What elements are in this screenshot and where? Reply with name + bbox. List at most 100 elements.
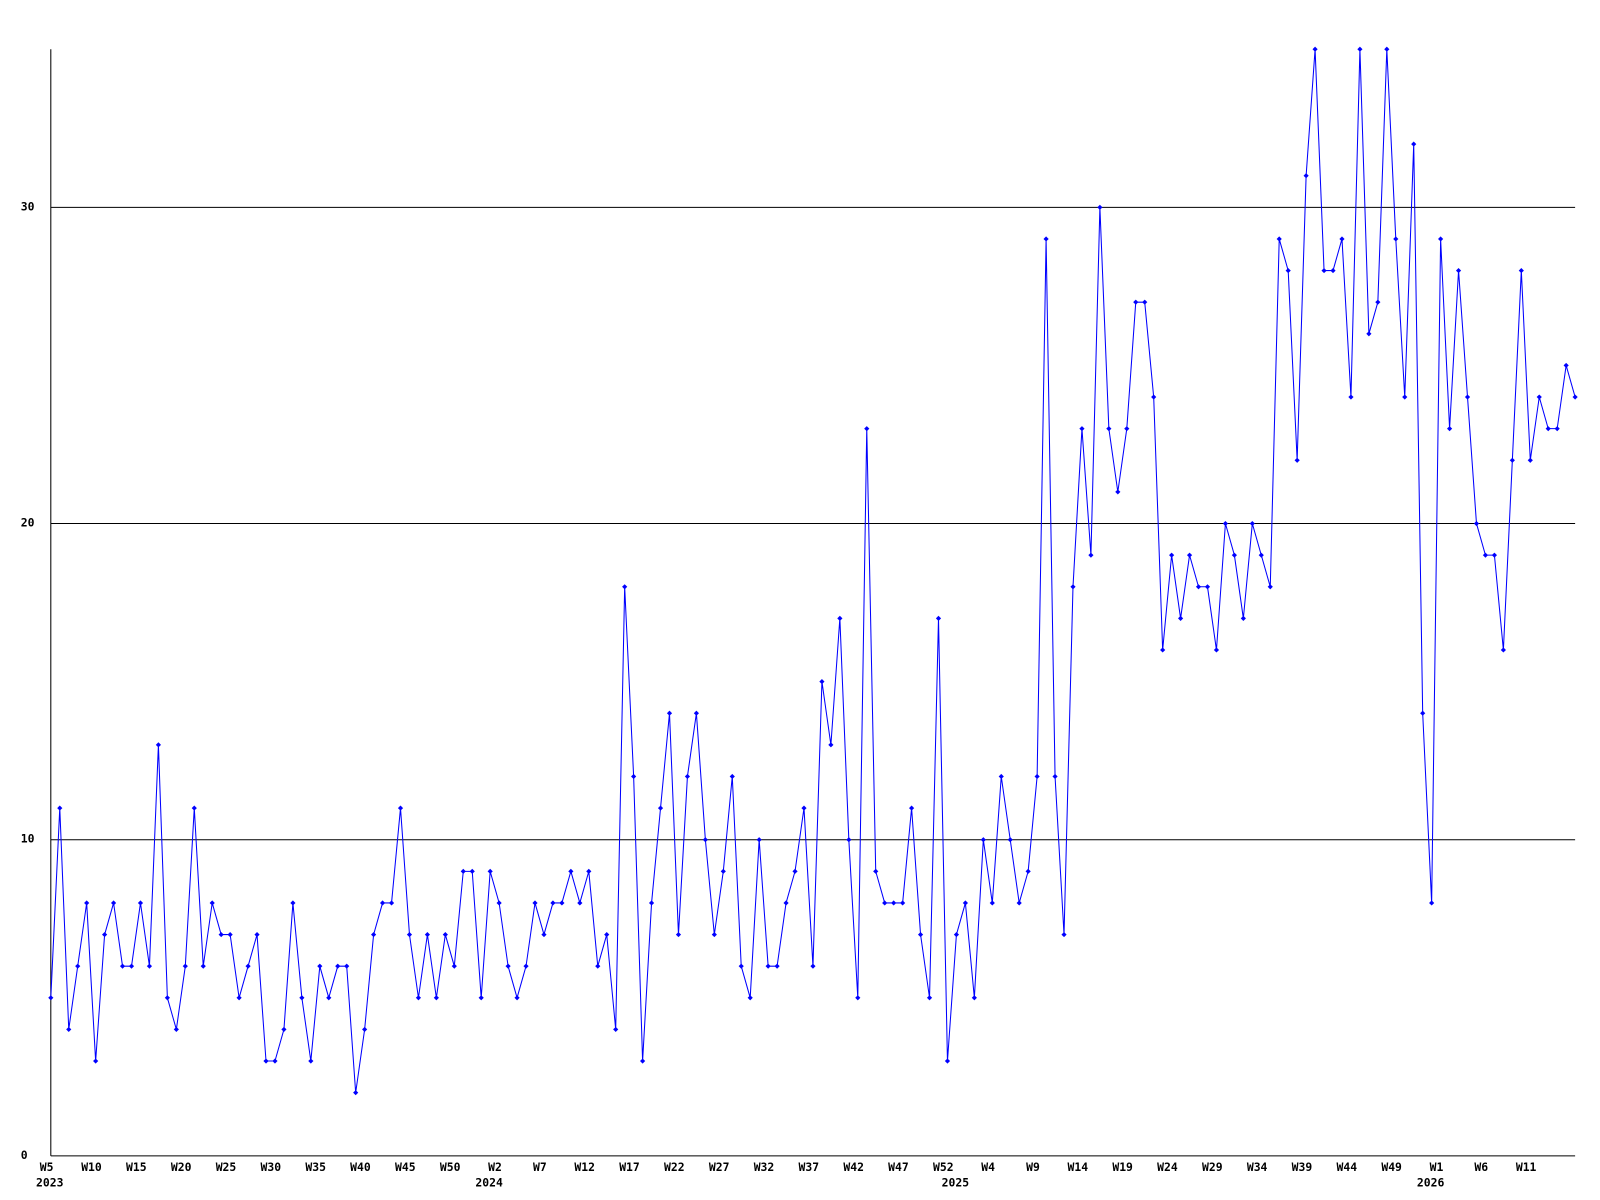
data-point xyxy=(1115,489,1121,495)
data-point xyxy=(1384,46,1390,52)
data-point xyxy=(326,995,332,1001)
y-tick-label: 30 xyxy=(21,199,35,213)
data-point xyxy=(1276,236,1282,242)
x-tick-label: W37 xyxy=(799,1160,820,1174)
data-point xyxy=(1061,932,1067,938)
data-point xyxy=(1186,552,1193,558)
data-point xyxy=(1429,900,1435,906)
data-point xyxy=(801,805,807,811)
data-point xyxy=(935,615,942,621)
data-point xyxy=(1455,268,1462,274)
data-point xyxy=(1563,362,1569,368)
data-point xyxy=(137,900,144,906)
data-point xyxy=(550,900,556,906)
data-point xyxy=(720,868,726,874)
data-point xyxy=(1195,584,1202,590)
data-point xyxy=(819,679,825,685)
data-point xyxy=(1446,426,1453,432)
data-point xyxy=(855,995,861,1001)
data-point xyxy=(693,710,699,716)
data-point xyxy=(622,584,628,590)
data-point xyxy=(1160,647,1166,653)
x-tick-label: W44 xyxy=(1337,1160,1358,1174)
data-point xyxy=(532,900,538,906)
data-point xyxy=(514,995,520,1001)
data-point xyxy=(424,932,430,938)
data-point xyxy=(281,1026,287,1032)
data-point xyxy=(1536,394,1542,400)
x-group-label: 2025 xyxy=(942,1176,970,1190)
data-point xyxy=(1500,647,1506,653)
data-point xyxy=(415,995,422,1001)
x-tick-label: W22 xyxy=(664,1160,685,1174)
data-point xyxy=(917,932,924,938)
x-tick-label: W45 xyxy=(395,1160,416,1174)
data-point xyxy=(75,963,81,969)
data-point xyxy=(308,1058,314,1064)
data-point xyxy=(505,963,511,969)
data-point xyxy=(209,900,215,906)
data-point xyxy=(182,963,188,969)
data-point xyxy=(837,615,843,621)
data-point xyxy=(1348,394,1354,400)
data-point xyxy=(1285,268,1291,274)
data-point xyxy=(998,773,1004,780)
data-point xyxy=(335,963,341,969)
data-point xyxy=(1213,647,1220,653)
data-point xyxy=(317,963,323,969)
y-tick-label: 10 xyxy=(21,832,35,846)
x-tick-label: W20 xyxy=(171,1160,192,1174)
data-point xyxy=(1133,299,1139,305)
x-tick-label: W5 xyxy=(40,1160,54,1174)
data-point xyxy=(577,900,583,906)
data-point xyxy=(738,963,744,969)
data-point xyxy=(397,805,404,811)
x-tick-label: W49 xyxy=(1381,1160,1402,1174)
data-point xyxy=(155,742,162,748)
data-point xyxy=(756,837,762,843)
data-point xyxy=(245,963,251,969)
y-tick-label: 20 xyxy=(21,516,35,530)
x-tick-label: W25 xyxy=(216,1160,237,1174)
data-point xyxy=(882,900,888,906)
x-tick-label: W29 xyxy=(1202,1160,1223,1174)
data-point xyxy=(173,1026,179,1032)
data-point xyxy=(1464,394,1471,400)
data-point xyxy=(1321,268,1327,274)
data-point xyxy=(1079,426,1085,432)
data-point xyxy=(953,932,960,938)
data-point xyxy=(460,868,466,874)
data-point xyxy=(1572,394,1578,400)
data-point xyxy=(496,900,502,906)
data-point xyxy=(1240,615,1246,621)
x-tick-label: W4 xyxy=(981,1160,995,1174)
data-point xyxy=(290,900,296,906)
data-point xyxy=(1339,236,1345,242)
data-point xyxy=(1258,552,1264,558)
data-point xyxy=(1016,900,1022,906)
data-point xyxy=(362,1026,368,1032)
data-point xyxy=(595,963,601,969)
data-point xyxy=(846,837,852,843)
data-point xyxy=(1106,426,1112,432)
data-point xyxy=(1330,268,1336,274)
data-point xyxy=(1043,236,1049,242)
data-point xyxy=(1491,552,1498,558)
data-point xyxy=(1177,615,1184,621)
data-point xyxy=(1357,46,1363,52)
data-point xyxy=(1025,868,1031,874)
x-tick-label: W42 xyxy=(843,1160,864,1174)
data-point xyxy=(102,932,108,938)
x-tick-label: W11 xyxy=(1516,1160,1537,1174)
x-tick-label: W6 xyxy=(1474,1160,1488,1174)
data-point xyxy=(962,900,968,906)
data-point xyxy=(1169,552,1175,558)
data-point xyxy=(711,932,717,938)
data-point xyxy=(1527,457,1533,463)
data-point xyxy=(989,900,995,906)
x-tick-label: W9 xyxy=(1026,1160,1040,1174)
data-point xyxy=(371,932,377,938)
x-tick-label: W30 xyxy=(261,1160,282,1174)
data-point xyxy=(1303,173,1309,179)
